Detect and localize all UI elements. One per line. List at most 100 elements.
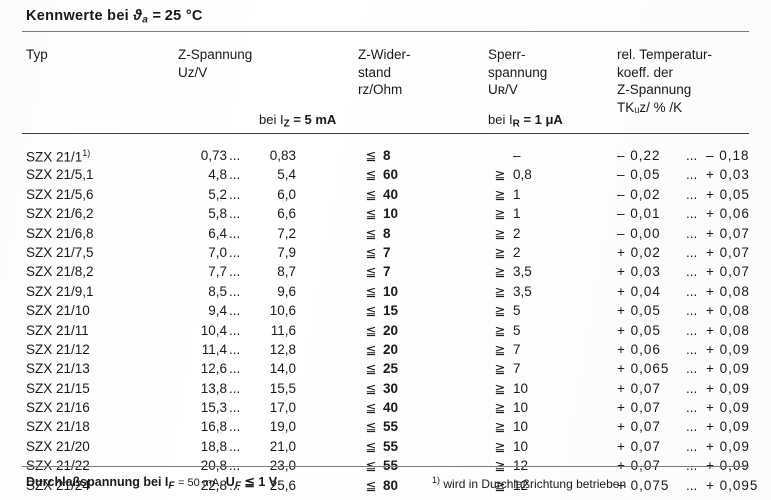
cell-tk-min: + 0,06: [617, 341, 661, 357]
cell-rz-value: 30: [383, 380, 399, 396]
data-table: SZX 21/11) 0,73... 0,83 ≦ 8– – 0,22... – 0,18 S…: [0, 148, 771, 497]
cell-uz-range-dots: ...: [229, 477, 241, 493]
cell-tk-range-dots: ...: [686, 322, 698, 338]
cell-ur-value: 1: [513, 186, 521, 202]
cell-ur-relation-symbol: ≧: [494, 458, 506, 474]
cell-ur-value: 2: [513, 225, 521, 241]
cell-uz-max: 9,6: [277, 283, 296, 299]
cell-ur-relation-symbol: ≧: [494, 380, 506, 396]
table-row[interactable]: SZX 21/22 20,8... 23,0 ≦ 55 ≧ 12 + 0,07... + 0,0…: [0, 458, 771, 477]
table-row[interactable]: SZX 21/24 22,8... 25,6 ≦ 80 ≧ 12 + 0,075... + 0,…: [0, 478, 771, 497]
table-row[interactable]: SZX 21/11) 0,73... 0,83 ≦ 8 – – 0,22... – 0,18: [0, 148, 771, 167]
cell-ur-relation-symbol: ≧: [494, 419, 506, 435]
cell-ur-value: 5: [513, 303, 521, 319]
cell-typ-label: SZX 21/11: [26, 322, 89, 338]
cell-uz-min: 13,8: [200, 380, 227, 396]
cell-rz-relation-symbol: ≦: [365, 419, 377, 435]
cell-uz-min: 15,3: [200, 400, 227, 416]
cell-tk-range-dots: ...: [686, 303, 698, 319]
cell-uz-max: 21,0: [269, 438, 296, 454]
column-header-temperaturkoeffizient: rel. Temperatur- koeff. der Z-Spannung T…: [617, 47, 713, 115]
cell-ur-relation-symbol: ≧: [494, 303, 506, 319]
cell-ur-relation-symbol: ≧: [494, 477, 506, 493]
cell-typ-label: SZX 21/24: [26, 477, 90, 493]
cell-ur-value: 2: [513, 244, 521, 260]
table-row[interactable]: SZX 21/5,6 5,2... 6,0 ≦ 40 ≧ 1 – 0,02... + 0,05: [0, 187, 771, 206]
cell-uz-min: 11,4: [201, 341, 227, 357]
cell-tk-range-dots: ...: [686, 419, 698, 435]
cell-rz-value: 25: [383, 361, 399, 377]
cell-tk-min: + 0,07: [617, 419, 661, 435]
cell-rz-relation-symbol: ≦: [365, 400, 377, 416]
cell-uz-min: 4,8: [208, 167, 227, 183]
table-row[interactable]: SZX 21/15 13,8... 15,5 ≦ 30 ≧ 10 + 0,07... + 0,0…: [0, 381, 771, 400]
cell-tk-max: – 0,18: [706, 148, 750, 163]
cell-tk-range-dots: ...: [686, 361, 698, 377]
footer-forward-voltage: Durchlaßspannung bei IF = 50 mA, UF ≦ 1 …: [26, 475, 278, 492]
cell-rz-value: 40: [383, 186, 399, 202]
table-row[interactable]: SZX 21/12 11,4... 12,8 ≦ 20 ≧ 7 + 0,06... + 0,09: [0, 342, 771, 361]
cell-tk-min: – 0,22: [617, 148, 661, 163]
cell-tk-min: + 0,05: [617, 303, 661, 319]
cell-typ: SZX 21/18: [26, 419, 90, 434]
cell-uz-min: 22,8: [200, 477, 227, 493]
cell-typ-label: SZX 21/12: [26, 341, 90, 357]
cell-uz-min: 5,2: [208, 186, 227, 202]
cell-uz-range-dots: ...: [229, 244, 241, 260]
cell-typ: SZX 21/11: [26, 323, 89, 338]
cell-uz-max: 10,6: [269, 303, 296, 319]
cell-rz-value: 55: [383, 419, 399, 435]
table-row[interactable]: SZX 21/8,2 7,7... 8,7 ≦ 7 ≧ 3,5 + 0,03... + 0,07: [0, 264, 771, 283]
table-row[interactable]: SZX 21/5,1 4,8... 5,4 ≦ 60 ≧ 0,8 – 0,05... + 0,0…: [0, 167, 771, 186]
cell-typ-label: SZX 21/6,8: [26, 225, 94, 241]
cell-rz-relation-symbol: ≦: [365, 438, 377, 454]
cell-tk-range-dots: ...: [686, 186, 698, 202]
cell-uz-min: 7,0: [208, 244, 227, 260]
table-row[interactable]: SZX 21/18 16,8... 19,0 ≦ 55 ≧ 10 + 0,07... + 0,0…: [0, 419, 771, 438]
cell-rz-relation-symbol: ≦: [365, 264, 377, 280]
table-row[interactable]: SZX 21/9,1 8,5... 9,6 ≦ 10 ≧ 3,5 + 0,04... + 0,0…: [0, 284, 771, 303]
cell-uz-min: 0,73: [200, 148, 227, 163]
cell-tk-range-dots: ...: [686, 206, 698, 222]
cell-typ: SZX 21/5,6: [26, 187, 94, 202]
cell-tk-range-dots: ...: [686, 380, 698, 396]
table-row[interactable]: SZX 21/10 9,4... 10,6 ≦ 15 ≧ 5 + 0,05... + 0,08: [0, 303, 771, 322]
cell-typ-label: SZX 21/7,5: [26, 244, 94, 260]
cell-uz-max: 12,8: [269, 341, 296, 357]
cell-ur-value: 3,5: [513, 264, 532, 280]
cell-rz-relation-symbol: ≦: [365, 283, 377, 299]
cell-uz-min: 8,5: [208, 283, 227, 299]
cell-rz-value: 80: [383, 477, 399, 493]
table-row[interactable]: SZX 21/7,5 7,0... 7,9 ≦ 7 ≧ 2 + 0,02... + 0,07: [0, 245, 771, 264]
cell-ur-relation-symbol: ≧: [494, 206, 506, 222]
table-row[interactable]: SZX 21/13 12,6... 14,0 ≦ 25 ≧ 7 + 0,065... + 0,0…: [0, 361, 771, 380]
equals-sign: =: [152, 8, 161, 24]
cell-rz-relation-symbol: ≦: [365, 341, 377, 357]
cell-ur-relation-symbol: ≧: [494, 225, 506, 241]
cell-tk-min: + 0,065: [617, 361, 670, 377]
cell-tk-min: + 0,03: [617, 264, 661, 280]
table-row[interactable]: SZX 21/11 10,4... 11,6 ≦ 20 ≧ 5 + 0,05... + 0,08: [0, 323, 771, 342]
cell-rz-value: 20: [383, 322, 399, 338]
cell-uz-max: 6,0: [277, 186, 296, 202]
cell-typ-label: SZX 21/5,1: [26, 167, 94, 183]
title-value: 25 °C: [164, 8, 203, 24]
cell-uz-min: 7,7: [208, 264, 227, 280]
cell-uz-range-dots: ...: [229, 458, 241, 474]
cell-tk-max: + 0,07: [706, 264, 750, 280]
cell-rz-relation-symbol: ≦: [365, 380, 377, 396]
table-row[interactable]: SZX 21/20 18,8... 21,0 ≦ 55 ≧ 10 + 0,07... + 0,0…: [0, 439, 771, 458]
table-row[interactable]: SZX 21/16 15,3... 17,0 ≦ 40 ≧ 10 + 0,07... + 0,0…: [0, 400, 771, 419]
table-row[interactable]: SZX 21/6,2 5,8... 6,6 ≦ 10 ≧ 1 – 0,01... + 0,06: [0, 206, 771, 225]
cell-typ: SZX 21/20: [26, 439, 90, 454]
cell-rz-relation-symbol: ≦: [365, 303, 377, 319]
cell-ur-relation-symbol: ≧: [494, 283, 506, 299]
divider-header: [22, 133, 749, 134]
cell-ur-value: 10: [513, 380, 529, 396]
cell-uz-range-dots: ...: [229, 283, 241, 299]
cell-typ: SZX 21/13: [26, 361, 90, 376]
table-row[interactable]: SZX 21/6,8 6,4... 7,2 ≦ 8 ≧ 2 – 0,00... + 0,07: [0, 226, 771, 245]
cell-rz-value: 40: [383, 400, 399, 416]
cell-uz-range-dots: ...: [229, 400, 241, 416]
cell-rz-relation-symbol: ≦: [365, 167, 377, 183]
